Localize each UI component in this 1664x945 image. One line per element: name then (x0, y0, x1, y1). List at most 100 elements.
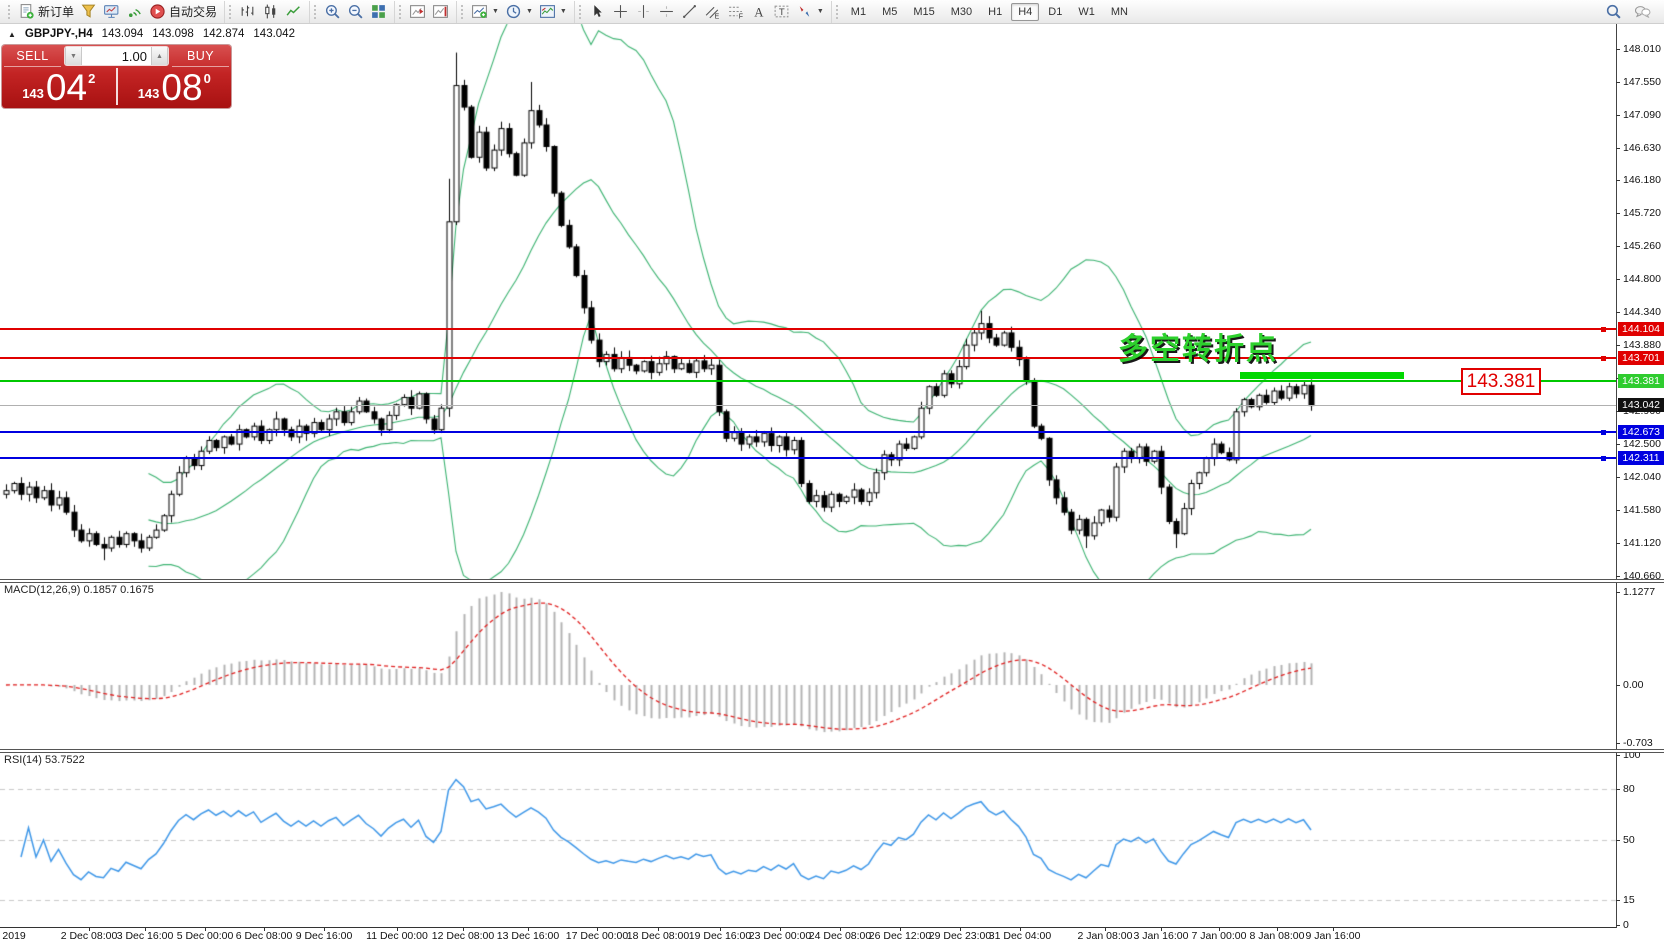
depth-of-market-button[interactable] (77, 2, 100, 21)
sell-button[interactable]: SELL (4, 45, 61, 67)
timeframe-m1[interactable]: M1 (850, 5, 867, 18)
time-tick-label: 9 Dec 16:00 (295, 930, 353, 942)
periods-button[interactable]: ▼ (502, 2, 536, 21)
time-tick (1219, 927, 1220, 931)
candlestick-chart-button[interactable] (259, 2, 282, 21)
time-tick (597, 927, 598, 931)
high-value: 143.098 (152, 28, 194, 40)
timeframe-mn[interactable]: MN (1110, 5, 1128, 18)
time-tick-label: 13 Dec 16:00 (496, 930, 560, 942)
time-tick-label: 24 Dec 08:00 (808, 930, 872, 942)
zoom-out-button[interactable] (344, 2, 367, 21)
text-label-button[interactable]: T (770, 2, 793, 21)
horizontal-level-line-143.381[interactable] (0, 380, 1616, 382)
funnel-icon (80, 3, 97, 20)
volume-increase-button[interactable]: ▲ (151, 47, 168, 65)
line-chart-button[interactable] (282, 2, 305, 21)
macd-panel-separator[interactable] (0, 579, 1664, 583)
time-tick-label: 23 Dec 00:00 (748, 930, 812, 942)
level-line-anchor[interactable] (1601, 456, 1606, 461)
macd-axis-label: 0.00 (1623, 679, 1644, 691)
objects-group: ▼ ▼ ▼ (456, 0, 574, 23)
level-line-anchor[interactable] (1601, 430, 1606, 435)
terminal-button[interactable] (100, 2, 123, 21)
timeframe-d1[interactable]: D1 (1048, 5, 1063, 18)
candles-icon (262, 3, 279, 20)
sell-price-sup: 2 (88, 71, 96, 86)
sell-price[interactable]: 143 04 2 (2, 67, 116, 107)
templates-button[interactable]: ▼ (536, 2, 570, 21)
chart-type-group (224, 0, 309, 23)
arrows-button[interactable]: ▼ (793, 2, 827, 21)
axis-tick (1616, 543, 1620, 544)
signals-button[interactable] (123, 2, 146, 21)
volume-input[interactable] (82, 47, 151, 65)
timeframe-m30[interactable]: M30 (950, 5, 973, 18)
autotrading-button[interactable]: 自动交易 (146, 2, 220, 21)
horizontal-level-line-143.701[interactable] (0, 357, 1616, 359)
horizontal-level-line-142.673[interactable] (0, 431, 1616, 433)
time-tick (324, 927, 325, 931)
price-tag-143.701: 143.701 (1618, 351, 1664, 365)
horizontal-level-line-144.104[interactable] (0, 328, 1616, 330)
template-icon (539, 3, 556, 20)
volume-decrease-button[interactable]: ▼ (65, 47, 82, 65)
trendline-icon (681, 3, 698, 20)
axis-tick (1616, 743, 1620, 744)
horizontal-line-button[interactable] (655, 2, 678, 21)
zoom-in-button[interactable] (321, 2, 344, 21)
price-level-callout[interactable]: 143.381 (1461, 368, 1541, 395)
new-order-button[interactable]: 新订单 (15, 2, 77, 21)
chat-icon (1634, 3, 1651, 20)
text-button[interactable]: A (747, 2, 770, 21)
indicators-button[interactable]: ▼ (468, 2, 502, 21)
horizontal-level-line-142.311[interactable] (0, 457, 1616, 459)
tile-windows-button[interactable] (367, 2, 390, 21)
buy-price[interactable]: 143 08 0 (118, 67, 232, 107)
chevron-down-icon[interactable]: ▼ (492, 8, 499, 15)
volume-control: ▼ ▲ (64, 46, 169, 66)
auto-scroll-button[interactable] (429, 2, 452, 21)
price-tag-144.104: 144.104 (1618, 322, 1664, 336)
time-tick (205, 927, 206, 931)
time-tick-label: 19 Dec 16:00 (688, 930, 752, 942)
level-line-anchor[interactable] (1601, 356, 1606, 361)
highlight-bar[interactable] (1240, 372, 1404, 379)
timeframe-m15[interactable]: M15 (913, 5, 935, 18)
cursor-button[interactable] (586, 2, 609, 21)
rsi-panel-separator[interactable] (0, 749, 1664, 753)
time-tick (840, 927, 841, 931)
indicator-plus-icon (471, 3, 488, 20)
timeframe-w1[interactable]: W1 (1078, 5, 1095, 18)
axis-tick (1616, 115, 1620, 116)
buy-button[interactable]: BUY (172, 45, 229, 67)
level-line-anchor[interactable] (1601, 327, 1606, 332)
time-axis-line (0, 927, 1616, 928)
toolbar: 新订单 自动交易 ▼ ▼ ▼ E F A T ▼ M1 M5 M15 M30 H1 H4 D1 W1 MN (0, 0, 1664, 24)
chat-button[interactable] (1631, 2, 1654, 21)
chevron-down-icon[interactable]: ▼ (525, 8, 533, 15)
equidistant-channel-button[interactable]: E (701, 2, 724, 21)
timeframe-m5[interactable]: M5 (882, 5, 898, 18)
timeframe-h1[interactable]: H1 (988, 5, 1003, 18)
time-tick-label: 8 Jan 08:00 (1249, 930, 1305, 942)
trendline-button[interactable] (678, 2, 701, 21)
bar-chart-button[interactable] (236, 2, 259, 21)
chevron-down-icon[interactable]: ▼ (816, 8, 824, 15)
fibonacci-button[interactable]: F (724, 2, 747, 21)
search-button[interactable] (1602, 2, 1625, 21)
axis-tick (1616, 789, 1620, 790)
time-tick-label: 29 Nov 2019 (0, 930, 26, 942)
turning-point-annotation[interactable]: 多空转折点 (1118, 333, 1278, 366)
price-tick-label: 141.580 (1623, 504, 1661, 516)
chevron-down-icon[interactable]: ▼ (559, 8, 567, 15)
axis-tick (1616, 925, 1620, 926)
vertical-line-button[interactable] (632, 2, 655, 21)
crosshair-button[interactable] (609, 2, 632, 21)
chart-shift-button[interactable] (406, 2, 429, 21)
collapse-panel-icon[interactable]: ▲ (8, 29, 16, 39)
timeframe-h4[interactable]: H4 (1011, 2, 1040, 21)
zoom-in-icon (324, 3, 341, 20)
price-tick-label: 144.800 (1623, 273, 1661, 285)
